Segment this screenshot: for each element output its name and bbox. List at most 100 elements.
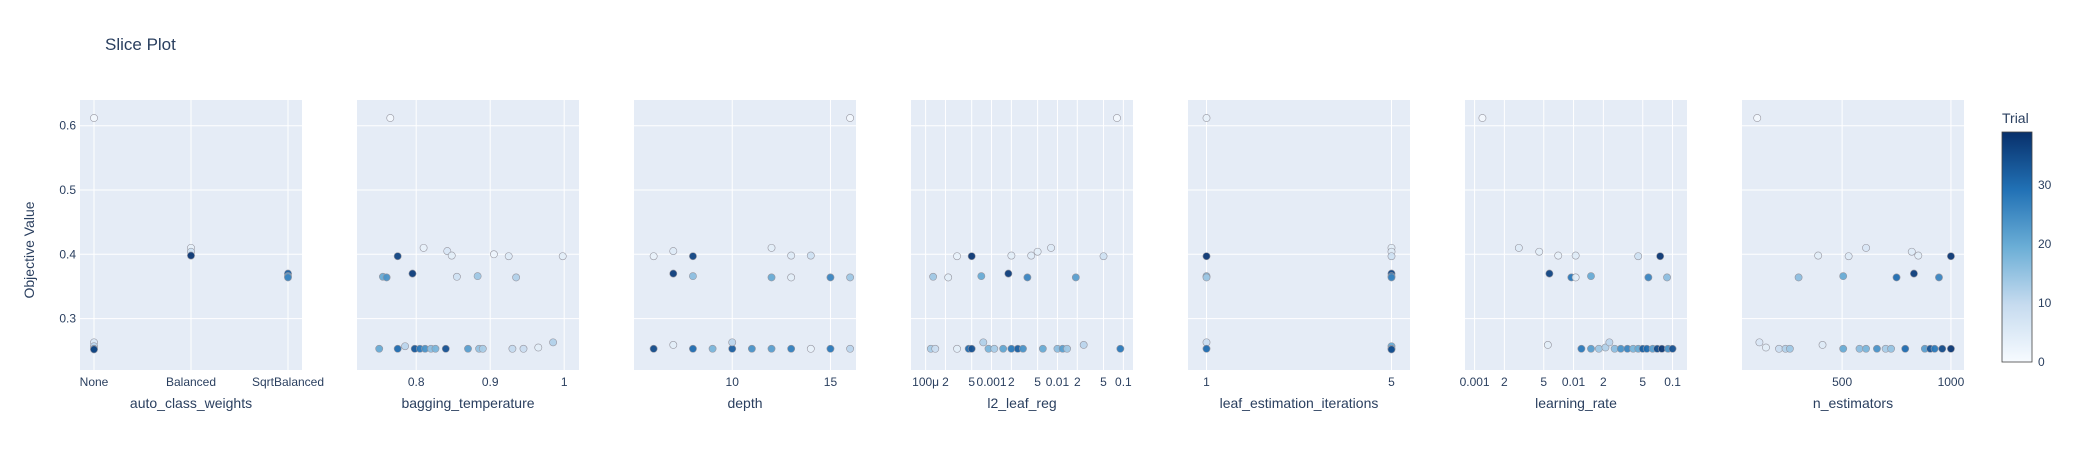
data-point — [708, 344, 717, 353]
data-point — [1004, 269, 1013, 278]
x-tick-label: 0.001 — [977, 375, 1007, 389]
data-point — [1930, 344, 1939, 353]
x-tick-label: 5 — [1034, 375, 1041, 389]
colorbar-title: Trial — [2002, 110, 2029, 126]
subplot-l2_leaf_reg: 100μ 2 5 0.001 2 5 0.01 2 5 0.1l2_leaf_reg — [911, 100, 1133, 411]
data-point — [408, 269, 417, 278]
data-point — [1656, 252, 1665, 261]
data-point — [1887, 344, 1895, 353]
x-tick-label: 5 — [968, 375, 975, 389]
data-point — [967, 252, 976, 261]
y-tick-label: 0.5 — [59, 183, 76, 197]
data-point — [1113, 114, 1121, 122]
data-point — [1818, 341, 1827, 349]
data-point — [1862, 243, 1870, 252]
data-point — [767, 243, 776, 252]
x-tick-label: 100μ — [912, 375, 939, 389]
data-point — [1099, 252, 1108, 261]
data-point — [1892, 273, 1901, 282]
data-point — [1387, 252, 1396, 261]
trial-colorbar: Trial 0 10 20 30 — [2001, 110, 2052, 369]
x-tick-label: 0.1 — [1664, 375, 1681, 389]
data-point — [1514, 243, 1523, 252]
x-axis-title: l2_leaf_reg — [987, 395, 1056, 411]
data-point — [1901, 344, 1910, 353]
data-point — [504, 252, 513, 261]
x-tick-label: 5 — [1540, 375, 1547, 389]
data-point — [90, 114, 98, 122]
x-tick-label: 0.1 — [1115, 375, 1132, 389]
colorbar-tick-label: 10 — [2038, 296, 2052, 310]
data-point — [806, 344, 815, 353]
data-point — [464, 344, 472, 353]
data-point — [1785, 344, 1794, 353]
data-point — [431, 344, 440, 353]
data-point — [1594, 344, 1603, 353]
data-point — [767, 273, 776, 282]
x-tick-label: 0.9 — [482, 375, 499, 389]
subplot-auto_class_weights: 0.3 0.4 0.5 0.6 None Balanced SqrtBalancedauto… — [59, 100, 324, 411]
data-point — [441, 344, 450, 353]
data-point — [669, 247, 678, 255]
data-point — [1571, 273, 1580, 282]
data-point — [1938, 344, 1947, 353]
data-point — [1587, 272, 1595, 281]
x-axis-title: n_estimators — [1813, 395, 1893, 411]
data-point — [931, 344, 940, 353]
data-point — [1587, 344, 1595, 353]
data-point — [669, 269, 678, 278]
data-point — [534, 343, 543, 352]
data-point — [846, 344, 855, 353]
data-point — [1839, 344, 1848, 353]
data-point — [1644, 273, 1653, 282]
data-point — [1543, 341, 1552, 349]
data-point — [1063, 344, 1071, 353]
data-point — [1545, 269, 1554, 278]
data-point — [1914, 251, 1923, 260]
x-tick-label: 1 — [561, 375, 568, 389]
data-point — [846, 114, 855, 122]
data-point — [689, 344, 697, 353]
data-point — [1071, 273, 1080, 282]
data-point — [1839, 272, 1848, 281]
data-point — [1023, 273, 1032, 282]
data-point — [1079, 341, 1088, 349]
x-axis-title: leaf_estimation_iterations — [1220, 395, 1379, 411]
data-point — [284, 273, 292, 282]
x-axis-title: depth — [727, 395, 762, 411]
x-tick-label: Balanced — [166, 375, 216, 389]
data-point — [558, 252, 567, 261]
plot-background — [1188, 100, 1410, 370]
x-tick-label: None — [80, 375, 109, 389]
x-tick-label: SqrtBalanced — [252, 375, 324, 389]
data-point — [1027, 251, 1036, 260]
data-point — [649, 252, 658, 261]
data-point — [478, 344, 487, 353]
subplot-leaf_estimation_iterations: 1 5 leaf_estimation_iterations — [1188, 100, 1410, 411]
subplot-n_estimators: 500 1000 n_estimators — [1742, 100, 1965, 411]
data-point — [1116, 344, 1125, 353]
data-point — [747, 344, 756, 353]
data-point — [473, 272, 482, 281]
data-point — [508, 344, 517, 353]
data-point — [1907, 247, 1916, 256]
data-point — [1947, 252, 1955, 261]
data-point — [393, 344, 402, 353]
data-point — [1535, 247, 1544, 256]
data-point — [1873, 344, 1881, 353]
subplot-panels: 0.3 0.4 0.5 0.6 None Balanced SqrtBalancedauto… — [59, 100, 1965, 411]
data-point — [1755, 338, 1764, 347]
chart-title: Slice Plot — [105, 35, 176, 54]
data-point — [728, 344, 737, 353]
x-tick-label: 1000 — [1938, 375, 1965, 389]
data-point — [806, 251, 815, 260]
plot-background — [1742, 100, 1964, 370]
x-axis-title: auto_class_weights — [130, 395, 252, 411]
data-point — [767, 344, 776, 353]
data-point — [977, 272, 986, 281]
data-point — [689, 272, 697, 281]
data-point — [549, 338, 557, 347]
data-point — [1862, 344, 1870, 353]
data-point — [1762, 343, 1770, 352]
